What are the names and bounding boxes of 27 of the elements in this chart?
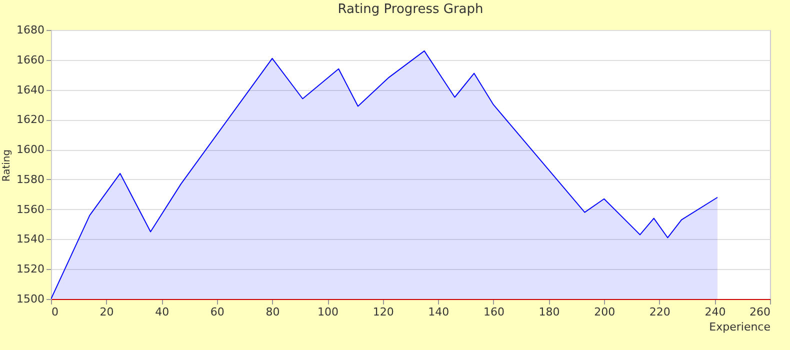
y-tick-label: 1540 bbox=[16, 232, 44, 246]
x-tick-label: 200 bbox=[594, 306, 616, 318]
y-axis-title: Rating bbox=[2, 149, 12, 182]
y-tick-label: 1620 bbox=[16, 113, 44, 126]
x-tick-label: 160 bbox=[483, 306, 504, 318]
x-tick-label: 60 bbox=[210, 306, 224, 318]
y-tick-label: 1520 bbox=[16, 262, 44, 276]
y-tick-label: 1680 bbox=[16, 24, 44, 36]
x-tick-label: 0 bbox=[52, 306, 58, 318]
y-tick-label: 1660 bbox=[16, 53, 44, 66]
y-tick-label: 1500 bbox=[16, 292, 44, 306]
x-tick-label: 260 bbox=[750, 306, 770, 318]
x-tick-label: 220 bbox=[649, 306, 670, 318]
chart-title: Rating Progress Graph bbox=[338, 2, 484, 17]
y-tick-label: 1600 bbox=[16, 143, 44, 156]
x-tick-label: 40 bbox=[155, 306, 170, 318]
y-tick-label: 1640 bbox=[16, 83, 44, 96]
y-tick-label: 1560 bbox=[16, 202, 44, 216]
x-tick-label: 240 bbox=[704, 306, 726, 318]
x-tick-label: 80 bbox=[266, 306, 280, 318]
x-tick-label: 180 bbox=[538, 306, 560, 318]
y-tick-label: 1580 bbox=[16, 172, 44, 186]
x-tick-label: 120 bbox=[372, 306, 394, 318]
x-axis-title: Experience bbox=[709, 320, 771, 334]
x-tick-label: 140 bbox=[428, 306, 450, 318]
x-tick-label: 20 bbox=[100, 306, 114, 318]
x-tick-label: 100 bbox=[318, 306, 339, 318]
